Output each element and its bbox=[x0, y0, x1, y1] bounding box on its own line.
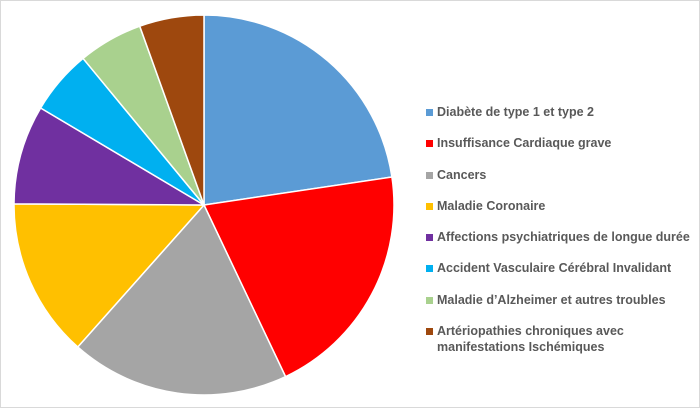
legend-label-6: Maladie d’Alzheimer et autres troubles bbox=[437, 292, 666, 307]
legend-swatch-3 bbox=[426, 202, 433, 210]
legend-swatch-1 bbox=[426, 140, 433, 148]
legend-swatch-5 bbox=[426, 265, 433, 273]
legend-label-7: Artériopathies chroniques avec manifesta… bbox=[437, 324, 624, 355]
pie-slice-3 bbox=[13, 203, 205, 348]
legend-swatch-0 bbox=[426, 109, 433, 116]
legend-label-1: Insuffisance Cardiaque grave bbox=[437, 136, 612, 151]
legend-item-2: Cancers bbox=[426, 167, 696, 183]
legend-item-3: Maladie Coronaire bbox=[426, 198, 696, 214]
legend-swatch-4 bbox=[426, 234, 433, 242]
legend-item-7: Artériopathies chroniques avec manifesta… bbox=[426, 323, 696, 355]
legend-label-0: Diabète de type 1 et type 2 bbox=[437, 105, 595, 119]
legend-label-4: Affections psychiatriques de longue duré… bbox=[437, 230, 690, 245]
legend-item-1: Insuffisance Cardiaque grave bbox=[426, 135, 696, 151]
pie-slice-0 bbox=[203, 14, 393, 206]
legend-label-2: Cancers bbox=[437, 167, 487, 182]
legend-item-6: Maladie d’Alzheimer et autres troubles bbox=[426, 292, 696, 308]
legend-item-4: Affections psychiatriques de longue duré… bbox=[426, 229, 696, 245]
legend-swatch-6 bbox=[426, 296, 433, 304]
legend-label-5: Accident Vasculaire Cérébral Invalidant bbox=[437, 261, 672, 276]
legend-swatch-7 bbox=[426, 328, 433, 336]
pie-slice-2 bbox=[76, 204, 287, 396]
legend-label-3: Maladie Coronaire bbox=[437, 198, 546, 213]
pie-slice-1 bbox=[203, 176, 395, 378]
pie-chart bbox=[13, 14, 395, 396]
pie-slice-4 bbox=[13, 107, 205, 206]
pie-slice-7 bbox=[139, 14, 205, 206]
legend-swatch-2 bbox=[426, 171, 433, 179]
legend: Diabète de type 1 et type 2 Insuffisance … bbox=[426, 104, 696, 370]
legend-item-5: Accident Vasculaire Cérébral Invalidant bbox=[426, 260, 696, 276]
legend-item-0: Diabète de type 1 et type 2 bbox=[426, 104, 696, 120]
